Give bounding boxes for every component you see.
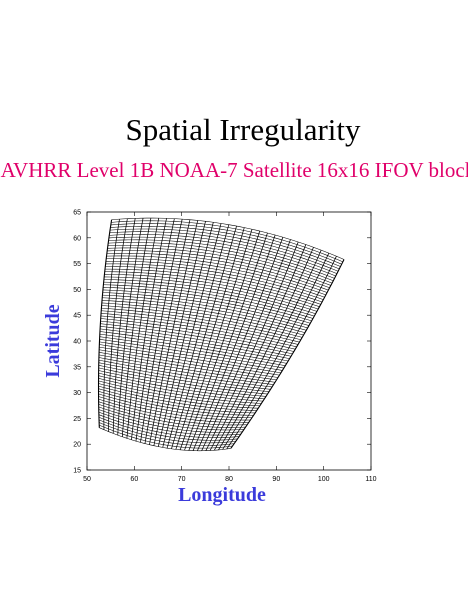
swath-block-boundary [166,224,230,449]
x-tick-label: 50 [83,476,91,483]
swath-block-boundary [135,218,175,442]
swath-scan-line [110,223,342,265]
swath-scan-line [110,228,340,270]
swath-scan-line [98,357,274,385]
x-axis-label: Longitude [178,484,266,506]
y-tick-label: 45 [73,313,81,320]
x-tick-label: 100 [318,476,330,483]
swath-block-boundary [162,223,222,448]
swath-block-boundary [108,218,128,432]
swath-block-boundary [188,232,268,451]
swath-block-boundary [205,241,299,451]
x-tick-label: 60 [130,476,138,483]
x-tick-label: 80 [225,476,233,483]
swath-block-boundary [192,234,276,451]
swath-block-boundary [226,256,337,450]
swath-block-boundary [201,239,291,451]
axis-ticks: 50 60 70 80 90 100 110 15 20 25 30 35 40 45 50 55 60 65 [73,210,376,484]
swath-block-boundary [209,244,307,451]
y-tick-label: 50 [73,287,81,294]
y-tick-label: 60 [73,235,81,242]
chart-subtitle: AVHRR Level 1B NOAA-7 Satellite 16x16 IF… [0,158,468,182]
swath-block-boundary [179,229,253,450]
x-tick-label: 110 [365,476,376,483]
swath-block-boundary [103,219,120,430]
swath-block-boundary [140,219,183,443]
y-axis-label: Latitude [42,304,64,377]
swath-block-boundary [112,218,136,434]
swath-block-boundary [218,249,322,451]
swath-block-boundary [144,219,191,444]
y-tick-label: 20 [73,442,81,449]
swath-grid [97,217,345,452]
x-tick-label: 90 [272,476,280,483]
y-tick-label: 65 [73,210,81,217]
swath-scan-line [111,217,345,260]
swath-scan-line [110,225,341,267]
swath-block-boundary [175,227,245,450]
swath-block-boundary [222,252,330,450]
swath-block-boundary [213,247,314,451]
swath-scan-line [111,220,343,263]
y-tick-label: 25 [73,416,81,423]
swath-block-boundary [117,218,144,436]
x-tick-label: 70 [178,476,186,483]
swath-block-boundary [157,222,214,447]
swath-block-boundary [121,217,152,437]
swath-block-boundary [126,218,160,439]
swath-block-boundary [184,230,261,451]
swath-block-boundary [197,237,284,451]
y-tick-label: 55 [73,261,81,268]
swath-block-boundary [171,225,237,449]
swath-scan-line [109,231,339,272]
swath-block-boundary [97,219,113,428]
swath-block-boundary [131,218,167,440]
y-tick-label: 15 [73,468,81,475]
swath-block-boundary [153,221,206,446]
y-tick-label: 40 [73,339,81,346]
y-tick-label: 30 [73,390,81,397]
swath-block-boundary [149,220,199,445]
swath-block-boundary [230,259,345,449]
y-tick-label: 35 [73,364,81,371]
chart-title: Spatial Irregularity [125,112,361,147]
